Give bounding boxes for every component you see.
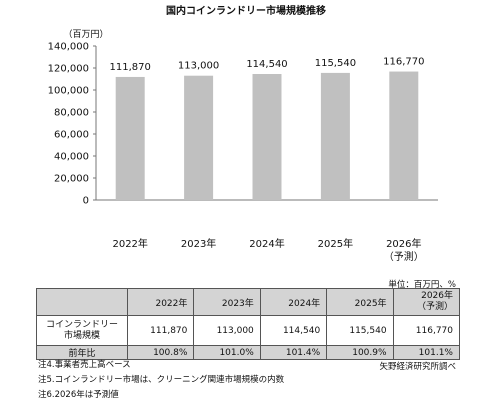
data-label: 114,540 bbox=[246, 59, 287, 70]
bar bbox=[115, 76, 145, 200]
table-cell: 113,000 bbox=[193, 315, 261, 346]
data-label: 115,540 bbox=[315, 58, 356, 69]
y-tick-label: 40,000 bbox=[54, 152, 89, 163]
table-header-2026-year: 2026年 bbox=[421, 291, 453, 301]
bar-chart: （百万円） 0 20,000 40,000 60,000 80,000 100,000 12… bbox=[48, 29, 438, 263]
table-cell: 101.0% bbox=[193, 345, 261, 360]
bar bbox=[320, 72, 350, 200]
data-label: 116,770 bbox=[383, 57, 424, 68]
table-cell: 111,870 bbox=[126, 315, 195, 346]
table-unit: 単位：百万円、% bbox=[388, 280, 456, 290]
table-row-market-size: コインランドリー 市場規模 111,870 113,000 114,540 11… bbox=[36, 315, 461, 346]
y-tick-label: 80,000 bbox=[54, 108, 89, 119]
table-header-2026-sub: （予測） bbox=[416, 302, 453, 312]
table-header-corner bbox=[36, 288, 128, 316]
y-tick-label: 100,000 bbox=[48, 86, 89, 97]
table-cell: 101.4% bbox=[259, 345, 328, 360]
data-label: 111,870 bbox=[110, 62, 151, 73]
note-4: 注4.事業者売上高ベース bbox=[38, 360, 131, 370]
table-header-2026: 2026年 （予測） bbox=[392, 288, 461, 316]
table-header-2025: 2025年 bbox=[326, 288, 394, 316]
data-table: 2022年 2023年 2024年 2025年 2026年 （予測） コインラン… bbox=[36, 288, 461, 360]
y-tick-label: 120,000 bbox=[48, 64, 89, 75]
y-tick-label: 20,000 bbox=[54, 174, 89, 185]
table-cell: 114,540 bbox=[259, 315, 328, 346]
x-category-label: 2024年 bbox=[249, 237, 284, 250]
x-category-label: 2026年 bbox=[386, 237, 421, 250]
y-tick-label: 0 bbox=[83, 196, 89, 207]
note-5: 注5.コインランドリー市場は、クリーニング関連市場規模の内数 bbox=[38, 375, 285, 385]
x-category-sublabel: （予測） bbox=[384, 250, 424, 263]
table-cell: 116,770 bbox=[392, 315, 461, 346]
table-cell: 100.8% bbox=[126, 345, 195, 360]
table-row-yoy: 前年比 100.8% 101.0% 101.4% 100.9% 101.1% bbox=[36, 345, 461, 360]
table-cell: 101.1% bbox=[392, 345, 461, 360]
table-cell: 100.9% bbox=[326, 345, 394, 360]
source-credit: 矢野経済研究所調べ bbox=[379, 362, 456, 372]
x-category-label: 2023年 bbox=[181, 237, 216, 250]
table-header-2023: 2023年 bbox=[193, 288, 261, 316]
note-6: 注6.2026年は予測値 bbox=[38, 390, 119, 400]
table-header-row: 2022年 2023年 2024年 2025年 2026年 （予測） bbox=[36, 288, 461, 316]
y-tick-label: 60,000 bbox=[54, 130, 89, 141]
table-row-label-line2: 市場規模 bbox=[63, 330, 100, 341]
bar bbox=[389, 71, 419, 200]
bar bbox=[252, 74, 282, 200]
table-row-label-line1: コインランドリー bbox=[45, 319, 118, 330]
y-axis-unit-label: （百万円） bbox=[63, 29, 108, 40]
table-row-label: 前年比 bbox=[36, 345, 128, 360]
bar bbox=[184, 75, 214, 200]
table-header-2024: 2024年 bbox=[259, 288, 328, 316]
table-row-label: コインランドリー 市場規模 bbox=[36, 315, 128, 346]
chart-title: 国内コインランドリー市場規模推移 bbox=[166, 6, 326, 17]
x-category-label: 2025年 bbox=[318, 237, 353, 250]
y-tick-label: 140,000 bbox=[48, 42, 89, 53]
x-category-label: 2022年 bbox=[112, 237, 147, 250]
table-cell: 115,540 bbox=[326, 315, 394, 346]
data-label: 113,000 bbox=[178, 61, 219, 72]
table-header-2022: 2022年 bbox=[126, 288, 195, 316]
